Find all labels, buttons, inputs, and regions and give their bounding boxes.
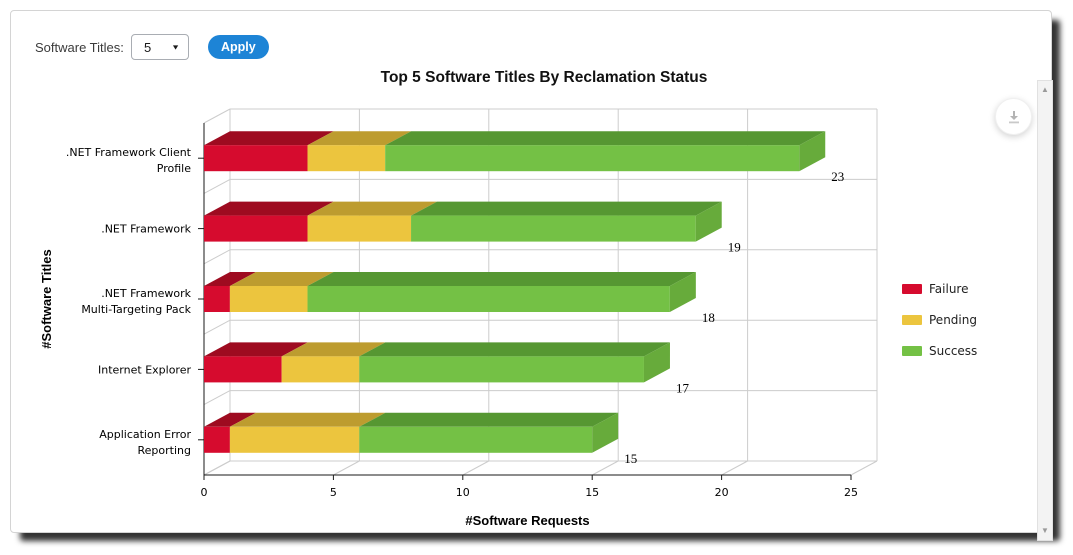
bar-4-end-face[interactable] — [592, 412, 619, 453]
legend-label: Success — [929, 344, 978, 358]
bar-0-pending[interactable] — [307, 145, 386, 172]
gridline-floor-diagonal — [462, 460, 490, 476]
bar-3-failure[interactable] — [204, 356, 282, 383]
x-tick-label: 10 — [456, 486, 470, 499]
bar-total-label: 15 — [624, 451, 637, 466]
dropdown-selected-value: 5 — [144, 39, 152, 55]
software-titles-label: Software Titles: — [35, 40, 124, 55]
gridline-wall-diagonal — [203, 390, 231, 406]
x-tick-label: 15 — [585, 486, 599, 499]
bar-0-pending-top[interactable] — [307, 131, 412, 146]
bar-2-pending-top[interactable] — [229, 272, 334, 286]
gridline-floor-diagonal — [850, 460, 878, 476]
apply-button[interactable]: Apply — [208, 35, 269, 59]
bar-2-pending[interactable] — [229, 286, 308, 312]
bar-1-success-top[interactable] — [411, 201, 722, 216]
y-axis-title: #Software Titles — [39, 249, 54, 348]
gridline-wall-diagonal — [203, 178, 231, 194]
bar-4-success[interactable] — [359, 426, 593, 453]
bar-1-success[interactable] — [411, 215, 696, 242]
y-category-label: .NET Framework — [101, 287, 191, 300]
bar-3-success[interactable] — [359, 356, 644, 383]
y-category-label: .NET Framework — [101, 223, 191, 236]
gridline-floor-diagonal — [333, 460, 360, 476]
y-category-label: Application Error — [99, 428, 191, 441]
gridline-wall-diagonal — [203, 319, 231, 335]
x-axis-title: #Software Requests — [465, 513, 589, 528]
bar-4-success-top[interactable] — [359, 412, 619, 427]
x-tick-label: 20 — [715, 486, 729, 499]
bar-total-label: 17 — [676, 380, 690, 395]
legend-swatch-success — [902, 346, 922, 356]
legend-swatch-pending — [902, 315, 922, 325]
y-category-label: Reporting — [138, 444, 191, 457]
gridline-wall-diagonal — [203, 460, 231, 476]
legend-label: Pending — [929, 313, 977, 327]
download-button[interactable] — [995, 98, 1032, 135]
gridline-wall-diagonal — [203, 249, 231, 265]
bar-3-end-face[interactable] — [643, 342, 670, 383]
software-titles-dropdown[interactable]: 5 ▼ — [131, 34, 189, 60]
bar-3-success-top[interactable] — [359, 342, 670, 357]
bar-0-success-top[interactable] — [385, 131, 826, 146]
bar-4-pending[interactable] — [229, 426, 360, 453]
bar-1-end-face[interactable] — [695, 201, 722, 242]
bar-1-failure[interactable] — [204, 215, 308, 242]
bar-2-failure[interactable] — [204, 286, 230, 312]
download-icon — [1008, 110, 1019, 123]
y-category-label: Internet Explorer — [98, 363, 191, 376]
gridline-floor-diagonal — [721, 460, 748, 476]
bar-0-end-face[interactable] — [799, 131, 826, 172]
gridline-floor-diagonal — [591, 460, 619, 476]
vertical-scrollbar[interactable]: ▲ ▼ — [1037, 80, 1053, 541]
y-category-label: Multi-Targeting Pack — [81, 303, 191, 316]
bar-1-pending[interactable] — [307, 215, 412, 242]
gridline-wall-diagonal — [203, 108, 231, 124]
x-tick-label: 0 — [201, 486, 208, 499]
dashboard-panel: Software Titles: 5 ▼ Apply Top 5 Softwar… — [10, 10, 1053, 541]
bar-4-failure-top[interactable] — [204, 412, 256, 427]
bar-0-failure-top[interactable] — [204, 131, 334, 146]
bar-total-label: 23 — [831, 169, 844, 184]
y-category-label: Profile — [157, 162, 191, 175]
bar-4-failure[interactable] — [204, 426, 230, 453]
bar-4-pending-top[interactable] — [229, 412, 386, 427]
bar-2-end-face[interactable] — [669, 272, 696, 312]
bar-3-pending[interactable] — [281, 356, 360, 383]
bar-2-failure-top[interactable] — [204, 272, 256, 286]
chart-canvas: 0 5 10 15 20 25 23 .NET Framework Client Profile… — [39, 108, 878, 528]
legend-swatch-failure — [902, 284, 922, 294]
bar-0-success[interactable] — [385, 145, 800, 172]
bar-1-pending-top[interactable] — [307, 201, 438, 216]
chart-title: Top 5 Software Titles By Reclamation Sta… — [380, 69, 708, 86]
x-tick-label: 5 — [330, 486, 337, 499]
legend-label: Failure — [929, 282, 969, 296]
bar-total-label: 19 — [728, 240, 741, 255]
legend-item-success[interactable]: Success — [902, 344, 977, 358]
bar-total-label: 18 — [702, 310, 715, 325]
y-category-label: .NET Framework Client — [66, 146, 192, 159]
bar-2-success[interactable] — [307, 286, 670, 312]
chart-legend: Failure Pending Success — [902, 282, 977, 375]
legend-item-pending[interactable]: Pending — [902, 313, 977, 327]
bar-1-failure-top[interactable] — [204, 201, 334, 216]
x-tick-label: 25 — [844, 486, 858, 499]
bar-0-failure[interactable] — [204, 145, 308, 172]
legend-item-failure[interactable]: Failure — [902, 282, 977, 296]
scroll-up-icon[interactable]: ▲ — [1041, 85, 1049, 94]
bar-3-failure-top[interactable] — [204, 342, 308, 357]
chevron-down-icon: ▼ — [171, 43, 180, 51]
bar-2-success-top[interactable] — [307, 272, 696, 286]
bar-3-pending-top[interactable] — [281, 342, 386, 357]
scroll-down-icon[interactable]: ▼ — [1041, 526, 1049, 535]
